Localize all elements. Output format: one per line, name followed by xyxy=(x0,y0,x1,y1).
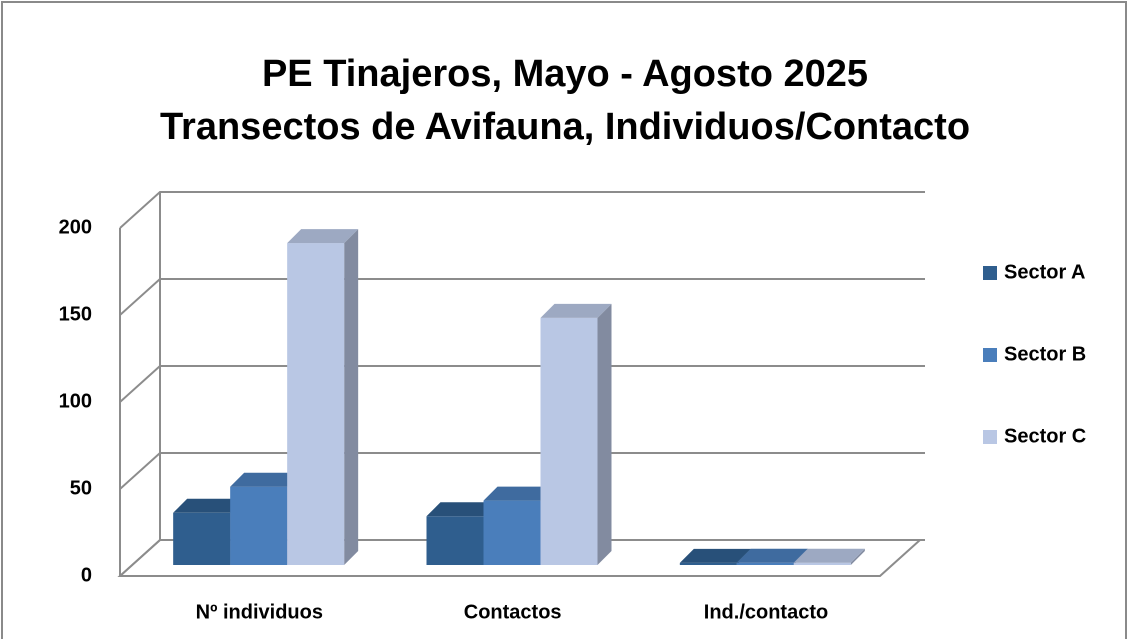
y-tick-label: 150 xyxy=(59,303,92,325)
y-tick-label: 200 xyxy=(59,216,92,238)
bar xyxy=(230,486,288,565)
bar-top xyxy=(736,548,808,563)
bar xyxy=(540,317,598,565)
grid-line xyxy=(119,452,925,490)
bar-top xyxy=(483,486,555,501)
chart-title: PE Tinajeros, Mayo - Agosto 2025 xyxy=(262,53,868,95)
bar xyxy=(793,562,851,565)
grid-line xyxy=(119,539,925,577)
bar xyxy=(287,243,345,565)
legend-swatch xyxy=(983,430,997,444)
bar xyxy=(426,516,484,565)
y-tick-label: 0 xyxy=(81,564,92,586)
bar-top xyxy=(679,548,751,563)
bar-top xyxy=(287,229,359,244)
grid-line xyxy=(119,278,925,316)
bar-side xyxy=(597,303,612,565)
bar-top xyxy=(793,548,865,563)
y-tick-label: 100 xyxy=(59,390,92,412)
bar-top xyxy=(173,498,245,513)
x-tick-label: Contactos xyxy=(464,601,562,623)
legend-swatch xyxy=(983,266,997,280)
legend-label: Sector C xyxy=(1004,425,1086,447)
legend-label: Sector B xyxy=(1004,343,1086,365)
chart-title: Transectos de Avifauna, Individuos/Conta… xyxy=(160,106,970,148)
x-tick-label: Nº individuos xyxy=(196,601,323,623)
bar-top xyxy=(426,502,498,517)
grid-line xyxy=(119,365,925,403)
grid-line xyxy=(119,191,925,229)
bar xyxy=(736,562,794,565)
bar-top xyxy=(230,472,302,487)
x-tick-label: Ind./contacto xyxy=(704,601,828,623)
legend-swatch xyxy=(983,348,997,362)
bar-side xyxy=(850,548,865,565)
bar-top xyxy=(540,303,612,318)
legend-label: Sector A xyxy=(1004,261,1086,283)
bar xyxy=(679,562,737,565)
bar xyxy=(173,512,231,565)
bar xyxy=(483,500,541,565)
y-tick-label: 50 xyxy=(70,477,92,499)
bar-side xyxy=(344,229,359,565)
